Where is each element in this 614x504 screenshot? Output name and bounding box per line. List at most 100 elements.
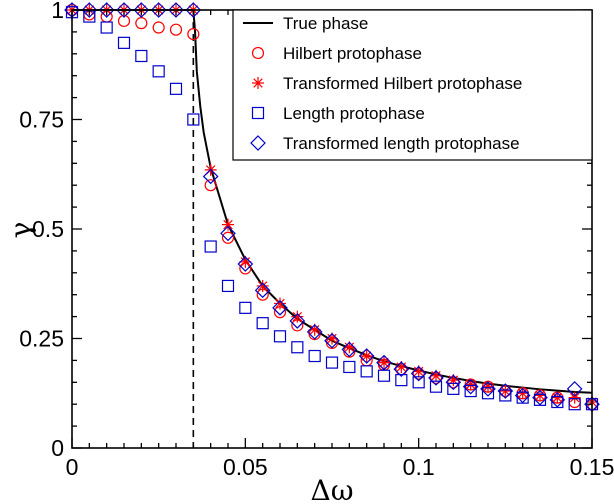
data-point-diamond (532, 389, 548, 406)
data-point-star (378, 356, 390, 369)
data-point-star (551, 391, 564, 404)
data-point-diamond (445, 374, 462, 391)
data-point-diamond (237, 256, 254, 272)
data-point-diamond (133, 2, 150, 18)
legend-entry: Transformed Hilbert protophase (252, 74, 522, 93)
data-point-star (430, 369, 442, 382)
data-point-star (395, 360, 408, 373)
data-point-star (464, 378, 477, 391)
data-point-square (412, 376, 425, 389)
data-point-star (516, 387, 529, 400)
data-point-square (239, 301, 252, 314)
data-point-diamond (98, 2, 115, 18)
data-point-square (429, 380, 443, 393)
data-point-square (464, 384, 477, 398)
data-point-square (117, 36, 131, 49)
data-point-star (534, 389, 546, 402)
data-point-star (308, 323, 321, 336)
data-point-diamond (480, 381, 496, 397)
legend-label: Transformed Hilbert protophase (283, 74, 522, 93)
data-point-diamond (306, 324, 323, 340)
data-point-star (222, 218, 234, 231)
data-point-square (343, 360, 356, 374)
data-point-square (100, 21, 113, 34)
legend-label: Transformed length protophase (283, 134, 520, 153)
data-point-star (239, 255, 252, 268)
data-point-star (447, 374, 460, 387)
legend-label: True phase (283, 14, 368, 33)
legend-marker-swatch (251, 46, 265, 60)
data-point-circle (152, 21, 165, 34)
data-point-diamond (358, 348, 375, 364)
legend-entry: Length protophase (251, 104, 425, 123)
data-point-diamond (428, 370, 444, 386)
data-point-star (482, 380, 494, 393)
data-point-square (187, 113, 200, 126)
data-point-diamond (185, 2, 202, 18)
data-point-square (395, 374, 408, 387)
data-point-star (326, 332, 338, 345)
data-point-square (152, 65, 165, 78)
data-point-square (568, 398, 581, 411)
markers-layer (64, 2, 600, 413)
legend-items: True phase Hilbert protophase Transformed … (243, 14, 522, 153)
data-point-star (412, 365, 425, 378)
data-point-diamond (272, 299, 288, 316)
data-point-square (360, 365, 373, 378)
legend-entry: True phase (243, 14, 368, 33)
data-point-diamond (393, 361, 410, 378)
legend-entry: Hilbert protophase (251, 44, 422, 63)
data-point-star (291, 310, 304, 323)
y-tick-label: 0.75 (19, 107, 64, 133)
data-point-diamond (410, 365, 427, 382)
data-point-star (360, 350, 373, 363)
data-point-diamond (220, 225, 236, 242)
data-point-diamond (566, 381, 583, 397)
data-point-square (481, 387, 495, 400)
legend-entry: Transformed length protophase (250, 134, 520, 153)
legend: True phase Hilbert protophase Transformed … (232, 9, 593, 161)
series-diamond-points (64, 2, 600, 413)
data-point-circle (187, 27, 200, 41)
legend-marker-swatch (252, 77, 264, 89)
data-point-square (499, 389, 512, 402)
x-tick-label: 0 (66, 454, 79, 480)
data-point-square (256, 317, 269, 330)
data-point-square (447, 382, 460, 395)
data-point-diamond (324, 332, 340, 349)
x-tick-label: 0.15 (570, 454, 614, 480)
data-point-diamond (289, 313, 306, 329)
data-point-diamond (462, 378, 479, 395)
y-axis-title: γ (4, 222, 37, 239)
data-point-square (291, 341, 304, 354)
data-point-square (308, 349, 321, 363)
data-point-diamond (514, 387, 531, 404)
data-point-circle (204, 179, 217, 192)
data-point-diamond (202, 168, 219, 185)
data-point-diamond (254, 282, 271, 299)
y-tick-label: 0.5 (32, 216, 64, 242)
legend-label: Hilbert protophase (283, 44, 422, 63)
data-point-circle (221, 231, 235, 244)
data-point-diamond (81, 2, 98, 18)
x-tick-label: 0.1 (403, 454, 435, 480)
data-point-diamond (497, 383, 514, 399)
data-point-star (499, 385, 512, 398)
data-point-star (256, 279, 269, 292)
legend-marker-swatch (250, 135, 266, 151)
data-point-star (274, 297, 286, 310)
data-point-circle (169, 23, 183, 36)
y-tick-label: 1 (51, 0, 64, 23)
data-point-diamond (341, 341, 358, 358)
legend-label: Length protophase (283, 104, 425, 123)
data-point-star (568, 391, 581, 404)
x-axis-title: Δω (310, 474, 353, 504)
data-point-star (343, 341, 356, 354)
data-point-diamond (168, 2, 184, 18)
x-tick-label: 0.05 (223, 454, 268, 480)
legend-box (232, 9, 593, 161)
y-tick-label: 0 (51, 435, 64, 461)
data-point-square (204, 240, 217, 253)
data-point-square (325, 356, 339, 369)
data-point-square (135, 49, 148, 63)
